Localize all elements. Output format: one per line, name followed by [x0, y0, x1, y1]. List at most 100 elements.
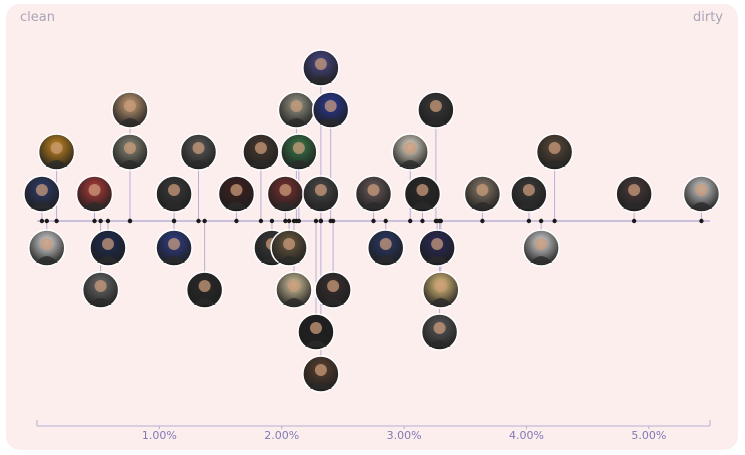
portrait-shoulders	[278, 256, 301, 263]
artist-avatar[interactable]	[270, 229, 308, 267]
portrait-shoulders	[225, 202, 248, 209]
portrait-shoulders	[187, 160, 210, 167]
axis-dot	[286, 218, 292, 224]
axis-dot	[318, 218, 324, 224]
rapper-portrait-icon	[416, 184, 429, 196]
portrait-shoulders	[530, 256, 553, 263]
portrait-shoulders	[282, 298, 305, 305]
portrait-shoulders	[285, 118, 308, 125]
artist-avatar[interactable]	[179, 133, 218, 171]
axis-dot	[538, 218, 544, 224]
portrait-shoulders	[374, 256, 397, 263]
x-tick-label: 5.00%	[631, 429, 666, 442]
artist-avatar[interactable]	[185, 271, 224, 309]
artist-avatar[interactable]	[682, 175, 721, 213]
rapper-portrait-icon	[123, 142, 136, 154]
rapper-portrait-icon	[379, 238, 392, 250]
x-tick-label: 4.00%	[509, 429, 544, 442]
artist-avatar[interactable]	[23, 175, 61, 213]
axis-dot	[234, 218, 239, 224]
rapper-portrait-icon	[192, 142, 205, 154]
portrait-shoulders	[35, 256, 58, 263]
axis-dot	[437, 218, 442, 224]
artist-avatar[interactable]	[28, 229, 66, 267]
artist-avatar[interactable]	[420, 313, 459, 351]
x-axis: 1.00% 2.00% 3.00% 4.00% 5.00%	[36, 420, 711, 442]
artist-avatar[interactable]	[522, 229, 560, 267]
artist-avatar[interactable]	[463, 175, 502, 213]
rapper-portrait-icon	[254, 142, 267, 154]
rapper-portrait-icon	[628, 184, 641, 196]
rapper-portrait-icon	[290, 100, 303, 112]
artist-avatar[interactable]	[403, 175, 442, 213]
rapper-portrait-icon	[101, 238, 114, 250]
artist-avatar[interactable]	[391, 133, 429, 171]
rapper-portrait-icon	[522, 184, 535, 196]
artist-avatar[interactable]	[89, 229, 127, 267]
axis-dot	[127, 218, 133, 224]
portrait-shoulders	[304, 340, 327, 347]
artist-avatar[interactable]	[354, 175, 393, 213]
rapper-portrait-icon	[35, 184, 48, 196]
artist-avatar[interactable]	[422, 271, 460, 309]
artist-avatar[interactable]	[302, 355, 340, 393]
portrait-shoulders	[96, 256, 119, 263]
portrait-shoulders	[274, 202, 297, 209]
artist-avatar[interactable]	[417, 91, 455, 129]
rapper-portrait-icon	[431, 238, 444, 250]
rapper-portrait-icon	[50, 142, 63, 154]
axis-dot	[526, 218, 532, 224]
axis-dot	[552, 218, 557, 224]
x-tick-label: 3.00%	[387, 429, 422, 442]
artist-avatar[interactable]	[275, 271, 313, 309]
portrait-shoulders	[690, 202, 713, 209]
rapper-portrait-icon	[433, 322, 446, 334]
portrait-shoulders	[193, 298, 216, 305]
rapper-portrait-icon	[292, 142, 305, 154]
axis-dot	[258, 218, 264, 224]
portrait-shoulders	[399, 160, 422, 167]
artist-avatar[interactable]	[37, 133, 76, 171]
rapper-portrait-icon	[309, 322, 322, 334]
axis-dot	[313, 218, 319, 224]
portrait-shoulders	[411, 202, 434, 209]
artist-avatar[interactable]	[75, 175, 114, 213]
artist-avatar[interactable]	[111, 133, 149, 171]
clean-label: clean	[20, 10, 55, 25]
artist-avatar[interactable]	[302, 49, 340, 87]
artist-avatar[interactable]	[615, 175, 653, 213]
x-tick-label: 2.00%	[264, 429, 299, 442]
artist-avatar[interactable]	[366, 229, 405, 267]
artist-avatar[interactable]	[277, 91, 316, 129]
artist-avatar[interactable]	[217, 175, 256, 213]
rapper-portrait-icon	[168, 184, 181, 196]
artist-avatar[interactable]	[155, 229, 193, 267]
axis-dot	[44, 218, 49, 224]
artist-avatar[interactable]	[311, 91, 350, 129]
chart-panel	[6, 4, 738, 450]
artist-avatar[interactable]	[155, 175, 193, 213]
axis-dot	[296, 218, 302, 224]
artist-avatar[interactable]	[280, 133, 318, 171]
axis-dot	[54, 218, 59, 224]
portrait-shoulders	[471, 202, 494, 209]
artist-avatar[interactable]	[302, 175, 340, 213]
rapper-portrait-icon	[695, 184, 708, 196]
rapper-portrait-icon	[168, 238, 181, 250]
artist-avatar[interactable]	[314, 271, 352, 309]
artist-avatar[interactable]	[266, 175, 305, 213]
portrait-shoulders	[287, 160, 310, 167]
rapper-portrait-icon	[327, 280, 340, 292]
artist-avatar[interactable]	[418, 229, 456, 267]
rapper-portrait-icon	[367, 184, 380, 196]
artist-avatar[interactable]	[111, 91, 149, 129]
artist-avatar[interactable]	[535, 133, 574, 171]
artist-avatar[interactable]	[242, 133, 280, 171]
artist-avatar[interactable]	[510, 175, 548, 213]
axis-dot	[699, 218, 704, 224]
axis-dot	[105, 218, 111, 224]
artist-avatar[interactable]	[81, 271, 120, 309]
artist-avatar[interactable]	[297, 313, 335, 351]
portrait-shoulders	[30, 202, 53, 209]
